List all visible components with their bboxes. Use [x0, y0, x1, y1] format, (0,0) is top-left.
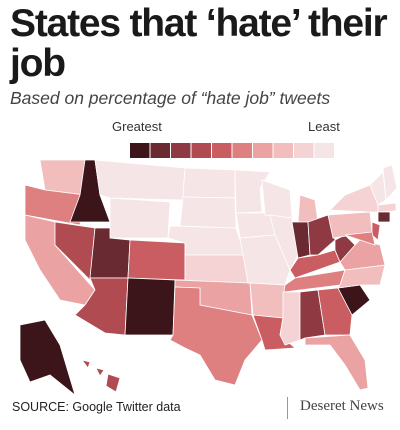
state — [261, 179, 293, 219]
state — [239, 234, 291, 286]
state — [19, 319, 76, 396]
legend-scale — [130, 143, 334, 158]
state — [249, 282, 286, 319]
title: States that ‘hate’ their job — [10, 2, 388, 85]
map-figure: Greatest Least — [19, 119, 398, 396]
state — [299, 289, 326, 341]
state — [377, 211, 391, 223]
state — [182, 167, 236, 199]
legend-swatch — [171, 143, 191, 158]
legend-swatch — [314, 143, 334, 158]
state — [235, 212, 276, 239]
legend-swatch — [232, 143, 252, 158]
state — [279, 291, 301, 346]
state — [94, 159, 186, 201]
state — [344, 231, 376, 246]
state — [39, 159, 86, 196]
state — [297, 194, 319, 223]
state — [304, 334, 369, 391]
state — [371, 221, 381, 241]
legend-swatch — [130, 143, 150, 158]
divider — [287, 397, 288, 419]
subtitle: Based on percentage of “hate job” tweets — [10, 88, 331, 108]
state — [105, 373, 121, 393]
legend-swatch — [212, 143, 232, 158]
source: SOURCE: Google Twitter data — [12, 400, 181, 414]
publisher: Deseret News — [300, 398, 384, 414]
legend-swatch — [191, 143, 211, 158]
state — [169, 286, 263, 386]
state — [369, 171, 387, 206]
legend-swatch — [273, 143, 293, 158]
state — [234, 169, 271, 214]
us-map — [19, 159, 398, 396]
legend-swatch — [150, 143, 170, 158]
state — [124, 277, 176, 336]
state — [377, 202, 397, 213]
state — [109, 197, 171, 239]
legend-swatch — [294, 143, 314, 158]
state — [127, 239, 186, 281]
state — [317, 287, 353, 336]
state — [184, 254, 249, 284]
state — [269, 214, 299, 271]
state — [307, 214, 336, 256]
state — [95, 367, 105, 377]
legend-high-label: Greatest — [112, 119, 162, 134]
legend-low-label: Least — [308, 119, 340, 134]
legend-swatch — [253, 143, 273, 158]
state — [81, 359, 91, 369]
state — [179, 196, 237, 229]
state — [54, 221, 96, 281]
